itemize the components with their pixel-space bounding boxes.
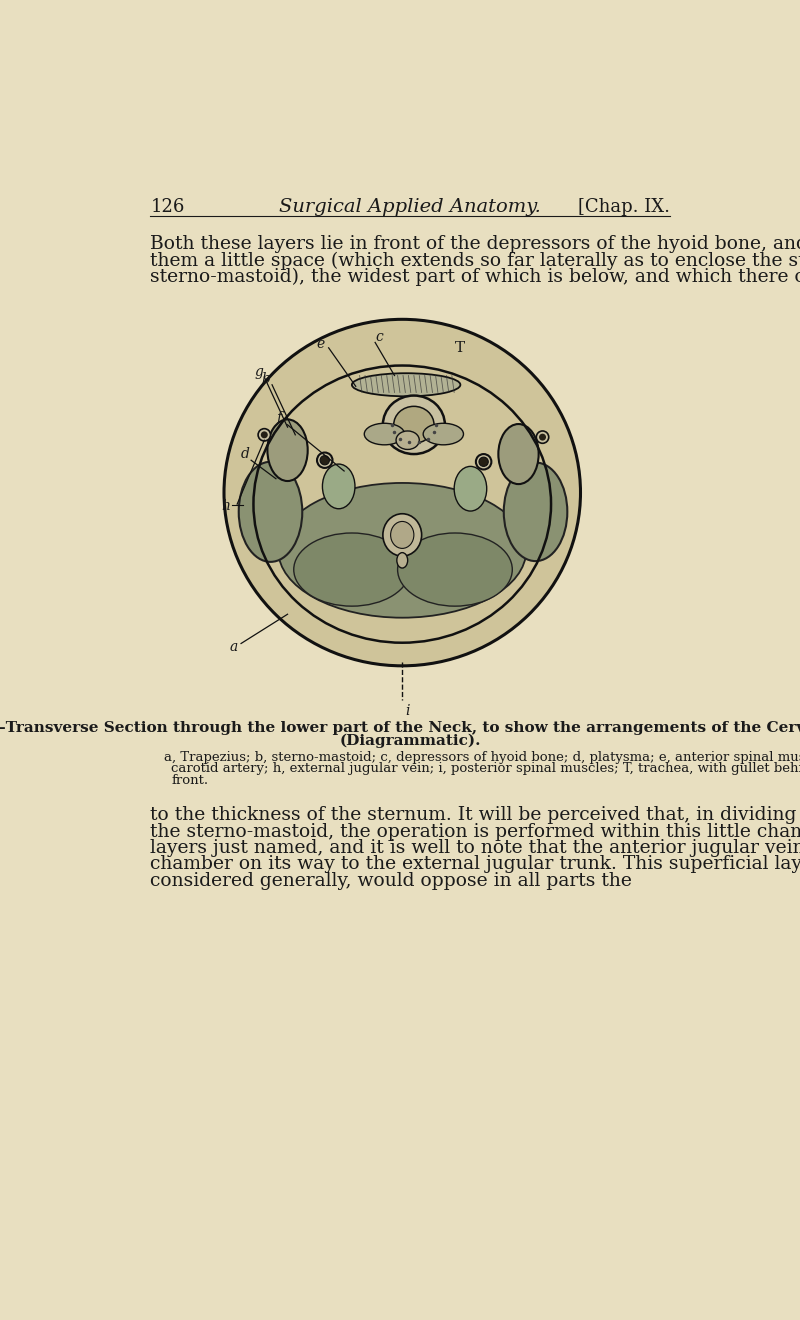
Ellipse shape [224,319,581,665]
Ellipse shape [383,396,445,454]
Text: d: d [241,447,250,461]
Text: considered generally, would oppose in all parts the: considered generally, would oppose in al… [150,873,632,890]
Text: i: i [406,705,410,718]
Ellipse shape [539,434,546,441]
Text: them a little space (which extends so far laterally as to enclose the sternal he: them a little space (which extends so fa… [150,252,800,271]
Ellipse shape [397,553,408,568]
Ellipse shape [398,533,512,606]
Text: a, Trapezius; b, sterno-mastoid; c, depressors of hyoid bone; d, platysma; e, an: a, Trapezius; b, sterno-mastoid; c, depr… [163,751,800,764]
Text: e: e [317,337,325,351]
Ellipse shape [278,483,526,618]
Text: Both these layers lie in front of the depressors of the hyoid bone, and they for: Both these layers lie in front of the de… [150,235,800,253]
Ellipse shape [390,521,414,548]
Text: c: c [375,330,383,345]
Ellipse shape [423,424,463,445]
Ellipse shape [294,533,410,606]
Ellipse shape [536,430,549,444]
Text: T: T [455,341,466,355]
Ellipse shape [498,424,538,484]
Ellipse shape [258,429,270,441]
Ellipse shape [504,462,567,561]
Ellipse shape [476,454,491,470]
Text: carotid artery; h, external jugular vein; i, posterior spinal muscles; T, trache: carotid artery; h, external jugular vein… [171,763,800,775]
Ellipse shape [320,455,330,465]
Text: sterno-mastoid), the widest part of which is below, and which there corresponds : sterno-mastoid), the widest part of whic… [150,268,800,286]
Text: Fig. 15.—Transverse Section through the lower part of the Neck, to show the arra: Fig. 15.—Transverse Section through the … [0,721,800,735]
Ellipse shape [479,457,488,466]
Ellipse shape [261,432,268,438]
Ellipse shape [396,430,419,449]
Text: h: h [221,499,230,513]
Ellipse shape [364,424,405,445]
Text: to the thickness of the sternum. It will be perceived that, in dividing the ster: to the thickness of the sternum. It will… [150,807,800,824]
Text: front.: front. [171,774,209,787]
Text: chamber on its way to the external jugular trunk. This superficial layer of the : chamber on its way to the external jugul… [150,855,800,874]
Ellipse shape [238,462,302,562]
Text: f: f [278,411,282,425]
Ellipse shape [267,420,308,480]
Text: (Diagrammatic).: (Diagrammatic). [339,734,481,748]
Ellipse shape [394,407,434,444]
Ellipse shape [352,374,460,396]
Text: Surgical Applied Anatomy.: Surgical Applied Anatomy. [279,198,541,216]
Text: a: a [230,640,238,653]
Ellipse shape [317,453,333,467]
Ellipse shape [322,465,355,508]
Text: b: b [262,372,270,385]
Text: layers just named, and it is well to note that the anterior jugular vein also oc: layers just named, and it is well to not… [150,840,800,857]
Text: [Chap. IX.: [Chap. IX. [578,198,670,216]
Text: 126: 126 [150,198,185,216]
Ellipse shape [454,466,486,511]
Ellipse shape [383,513,422,556]
Text: g: g [254,366,263,379]
Text: the sterno-mastoid, the operation is performed within this little chamber formed: the sterno-mastoid, the operation is per… [150,822,800,841]
